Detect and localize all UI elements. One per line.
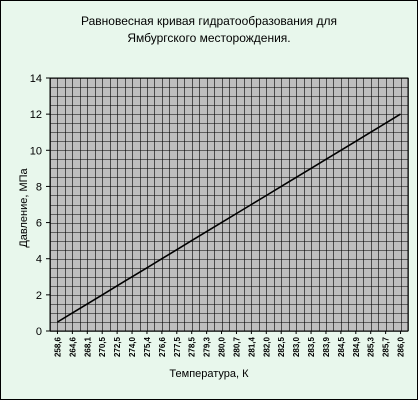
x-tick-label: 258,6 xyxy=(53,336,62,357)
x-tick-label: 285,7 xyxy=(382,336,391,357)
x-tick-label: 277,5 xyxy=(173,336,182,357)
y-tick-label: 10 xyxy=(30,145,42,157)
series-line xyxy=(57,113,401,323)
x-tick-label: 283,0 xyxy=(292,336,301,357)
y-tick-label: 12 xyxy=(30,109,42,121)
x-tick-label: 286,0 xyxy=(397,336,406,357)
y-tick-label: 6 xyxy=(36,218,42,230)
x-tick-label: 268,1 xyxy=(83,336,92,357)
y-tick-label: 0 xyxy=(36,326,42,338)
chart-title: Равновесная кривая гидратообразования дл… xyxy=(81,14,337,28)
chart-subtitle: Ямбургского месторождения. xyxy=(127,31,291,45)
x-tick-label: 280,0 xyxy=(218,336,227,357)
x-tick-label: 270,5 xyxy=(98,336,107,357)
x-axis-label: Температура, К xyxy=(169,368,249,380)
y-tick-label: 8 xyxy=(36,181,42,193)
x-tick-label: 282,5 xyxy=(277,336,286,357)
x-tick-label: 284,9 xyxy=(352,336,361,357)
x-tick-label: 281,4 xyxy=(247,336,256,357)
y-tick-label: 2 xyxy=(36,290,42,302)
x-tick-label: 276,6 xyxy=(158,336,167,357)
x-tick-label: 274,0 xyxy=(128,336,137,357)
x-tick-label: 282,0 xyxy=(262,336,271,357)
x-tick-label: 284,5 xyxy=(337,336,346,357)
y-axis-label: Давление, МПа xyxy=(18,168,30,248)
x-tick-label: 280,7 xyxy=(232,336,241,357)
x-tick-label: 278,5 xyxy=(188,336,197,357)
x-tick-label: 264,6 xyxy=(68,336,77,357)
x-tick-label: 275,4 xyxy=(143,336,152,357)
x-tick-label: 272,5 xyxy=(113,336,122,357)
x-tick-label: 285,3 xyxy=(367,336,376,357)
x-tick-label: 279,3 xyxy=(203,336,212,357)
y-tick-label: 4 xyxy=(36,254,42,266)
y-tick-label: 14 xyxy=(30,73,42,85)
x-tick-label: 283,9 xyxy=(322,336,331,357)
x-tick-label: 283,5 xyxy=(307,336,316,357)
